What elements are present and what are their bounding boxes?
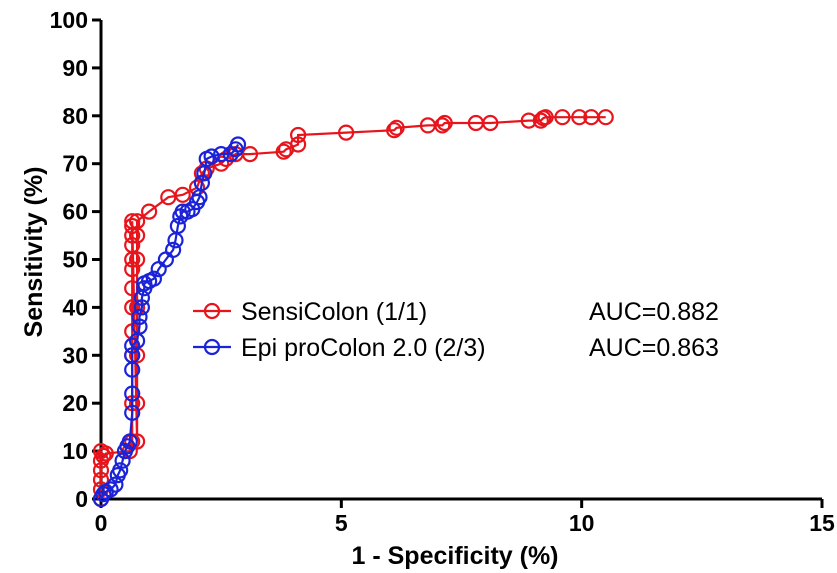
- data-point: [165, 241, 182, 258]
- data-point: [131, 308, 148, 326]
- data-point: [554, 109, 571, 126]
- data-point: [112, 462, 129, 479]
- data-point: [95, 447, 112, 464]
- data-point: [436, 114, 453, 132]
- data-point: [124, 404, 141, 421]
- data-point: [129, 395, 146, 412]
- y-tick-label: 20: [62, 390, 88, 416]
- x-tick-label: 15: [809, 510, 835, 536]
- data-point: [129, 299, 146, 316]
- y-tick-label: 80: [62, 103, 88, 129]
- data-point: [434, 117, 451, 134]
- legend-auc-label: AUC=0.863: [589, 334, 719, 362]
- data-point: [124, 337, 141, 354]
- y-tick-label: 50: [62, 247, 88, 273]
- y-axis-title: Sensitivity (%): [20, 167, 48, 338]
- x-tick-label: 5: [335, 510, 348, 536]
- y-tick-label: 100: [50, 7, 88, 33]
- data-point: [388, 119, 405, 136]
- data-point: [241, 146, 259, 163]
- legend-item-sensicolon: SensiColon (1/1) AUC=0.882: [193, 298, 719, 326]
- data-point: [174, 203, 191, 220]
- axes: [99, 20, 822, 501]
- y-tick-label: 90: [62, 55, 88, 81]
- y-tick-label: 0: [75, 486, 88, 512]
- legend-marker-circle: [203, 338, 221, 356]
- data-point: [386, 122, 403, 139]
- data-point: [124, 237, 141, 254]
- data-point: [174, 186, 191, 203]
- data-point: [213, 146, 230, 163]
- data-point: [338, 124, 355, 141]
- data-point: [141, 203, 158, 220]
- data-point: [97, 445, 114, 462]
- legend-marker-circle: [203, 302, 221, 320]
- y-tick-label: 40: [62, 294, 88, 320]
- x-ticks: 0 5 10 15: [95, 499, 835, 536]
- data-point: [145, 270, 162, 287]
- data-point: [193, 174, 210, 191]
- data-point: [124, 217, 141, 235]
- legend-label: Epi proColon 2.0 (2/3): [241, 334, 486, 362]
- y-tick-label: 30: [62, 342, 88, 368]
- data-point: [229, 136, 247, 153]
- series-layer: [92, 109, 614, 508]
- legend-item-epi-procolon: Epi proColon 2.0 (2/3) AUC=0.863: [193, 334, 719, 362]
- data-point: [102, 481, 119, 498]
- data-point: [129, 213, 146, 230]
- data-point: [114, 452, 131, 469]
- data-point: [124, 261, 141, 278]
- legend-label: SensiColon (1/1): [241, 298, 427, 326]
- legend: SensiColon (1/1) AUC=0.882 Epi proColon …: [193, 298, 719, 362]
- y-tick-label: 10: [62, 438, 88, 464]
- series-1: [92, 136, 247, 508]
- data-point: [571, 109, 588, 126]
- data-point: [107, 476, 124, 493]
- x-axis-title: 1 - Specificity (%): [352, 542, 559, 570]
- data-point: [537, 109, 554, 126]
- legend-auc-label: AUC=0.882: [589, 298, 719, 326]
- data-point: [124, 213, 141, 230]
- data-point: [290, 136, 307, 153]
- data-point: [482, 114, 499, 132]
- data-point: [275, 143, 292, 160]
- data-point: [290, 126, 307, 144]
- data-point: [203, 148, 220, 165]
- data-point: [124, 385, 141, 402]
- data-point: [121, 433, 138, 450]
- data-point: [131, 318, 148, 335]
- data-point: [169, 217, 186, 235]
- data-point: [124, 347, 141, 364]
- y-tick-label: 60: [62, 199, 88, 225]
- x-tick-label: 0: [95, 510, 108, 536]
- data-point: [129, 251, 146, 268]
- series-0: [92, 109, 614, 508]
- y-ticks: 0 10 20 30 40 50 60 70 80 90 100: [50, 7, 101, 512]
- data-point: [133, 299, 150, 316]
- x-tick-label: 10: [569, 510, 595, 536]
- y-tick-label: 70: [62, 151, 88, 177]
- data-point: [597, 109, 614, 126]
